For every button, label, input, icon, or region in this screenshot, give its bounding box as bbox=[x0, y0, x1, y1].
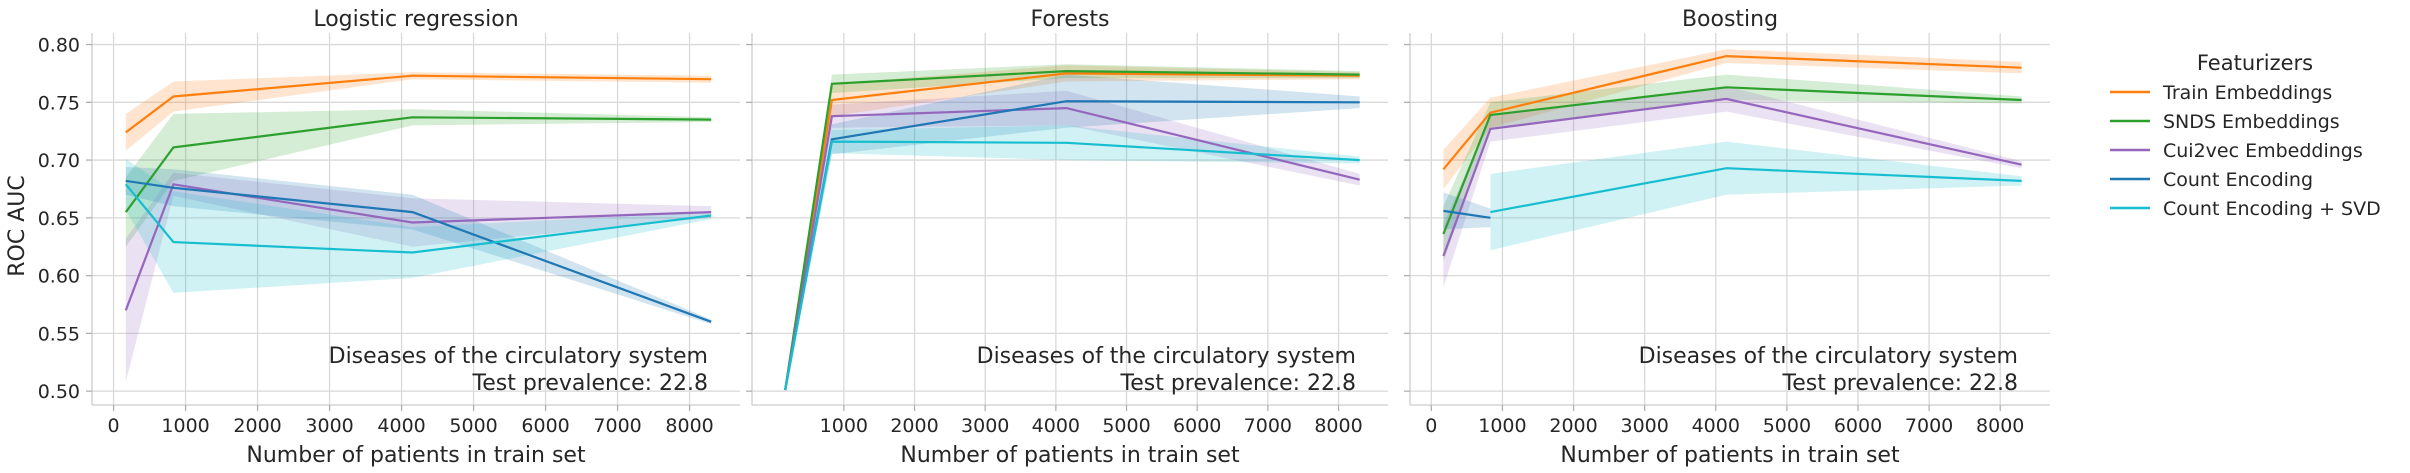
confidence-band bbox=[1490, 141, 2022, 251]
x-tick-label: 6000 bbox=[1834, 415, 1882, 437]
x-tick-label: 8000 bbox=[665, 415, 713, 437]
confidence-band bbox=[785, 74, 1360, 392]
series-line bbox=[784, 140, 1360, 391]
panel-0: 0 1000 2000 3000 4000 5000 6000 7000 8000 0.50 0.5… bbox=[38, 7, 740, 468]
x-tick-label: 1000 bbox=[161, 415, 209, 437]
confidence-band bbox=[125, 172, 712, 382]
legend: Featurizers Train Embeddings SNDS Embeddin… bbox=[2110, 51, 2381, 220]
series-line bbox=[124, 116, 712, 213]
y-tick-label: 0.70 bbox=[38, 150, 80, 172]
series-line bbox=[124, 183, 712, 311]
confidence-band bbox=[785, 125, 1360, 392]
annotation-prevalence: Test prevalence: 22.8 bbox=[1782, 371, 2019, 396]
x-tick-label: 4000 bbox=[377, 415, 425, 437]
x-tick-label: 6000 bbox=[1173, 415, 1221, 437]
x-axis-label: Number of patients in train set bbox=[900, 443, 1240, 468]
series-line bbox=[1490, 167, 2022, 214]
x-tick-label: 4000 bbox=[1692, 415, 1740, 437]
legend-entry-label: Cui2vec Embeddings bbox=[2163, 140, 2363, 162]
x-tick-label: 6000 bbox=[521, 415, 569, 437]
x-tick-label: 0 bbox=[1425, 415, 1437, 437]
x-tick-label: 7000 bbox=[1905, 415, 1953, 437]
panel-2: 0 1000 2000 3000 4000 5000 6000 7000 8000 Boostin… bbox=[1404, 7, 2050, 468]
annotation-disease: Diseases of the circulatory system bbox=[1639, 344, 2018, 369]
x-tick-label: 5000 bbox=[449, 415, 497, 437]
x-tick-label: 2000 bbox=[1549, 415, 1597, 437]
panels: 0 1000 2000 3000 4000 5000 6000 7000 8000 0.50 0.5… bbox=[38, 7, 2050, 468]
series-line bbox=[784, 106, 1360, 391]
confidence-band bbox=[125, 158, 712, 293]
confidence-band bbox=[1443, 86, 2022, 288]
panel-title: Logistic regression bbox=[313, 7, 518, 32]
legend-entry-label: Count Encoding bbox=[2163, 169, 2313, 191]
series-line bbox=[1442, 86, 2022, 235]
confidence-band bbox=[125, 72, 712, 151]
confidence-band bbox=[1443, 49, 2022, 190]
x-tick-label: 2000 bbox=[890, 415, 938, 437]
y-tick-label: 0.75 bbox=[38, 92, 80, 114]
x-tick-label: 4000 bbox=[1032, 415, 1080, 437]
y-tick-label: 0.80 bbox=[38, 35, 80, 57]
series-line bbox=[1443, 209, 1491, 219]
annotation-disease: Diseases of the circulatory system bbox=[977, 344, 1356, 369]
y-axis-label: ROC AUC bbox=[5, 175, 30, 276]
x-tick-label: 0 bbox=[108, 415, 120, 437]
x-tick-label: 5000 bbox=[1763, 415, 1811, 437]
series-line bbox=[1442, 97, 2022, 257]
x-tick-label: 5000 bbox=[1102, 415, 1150, 437]
x-tick-label: 3000 bbox=[1620, 415, 1668, 437]
series-line bbox=[125, 179, 712, 323]
y-tick-label: 0.60 bbox=[38, 266, 80, 288]
x-tick-label: 8000 bbox=[1314, 415, 1362, 437]
annotation-disease: Diseases of the circulatory system bbox=[329, 344, 708, 369]
x-tick-label: 8000 bbox=[1976, 415, 2024, 437]
y-tick-label: 0.50 bbox=[38, 381, 80, 403]
x-axis-label: Number of patients in train set bbox=[246, 443, 586, 468]
x-tick-label: 7000 bbox=[593, 415, 641, 437]
series-line bbox=[784, 69, 1360, 391]
confidence-band bbox=[785, 90, 1360, 392]
series-line bbox=[124, 183, 712, 254]
panel-1: 1000 2000 3000 4000 5000 6000 7000 8000 Forests N… bbox=[746, 7, 1388, 468]
series-line bbox=[1442, 54, 2022, 171]
x-tick-label: 3000 bbox=[961, 415, 1009, 437]
panel-title: Forests bbox=[1031, 7, 1110, 32]
panel-title: Boosting bbox=[1682, 7, 1778, 32]
confidence-band bbox=[125, 109, 712, 247]
annotation-prevalence: Test prevalence: 22.8 bbox=[1120, 371, 1357, 396]
x-tick-label: 7000 bbox=[1244, 415, 1292, 437]
legend-entry-label: Train Embeddings bbox=[2162, 82, 2332, 104]
x-tick-label: 3000 bbox=[305, 415, 353, 437]
series-line bbox=[125, 74, 712, 134]
x-tick-label: 2000 bbox=[233, 415, 281, 437]
y-tick-label: 0.55 bbox=[38, 323, 80, 345]
legend-entry-label: SNDS Embeddings bbox=[2163, 111, 2340, 133]
y-tick-label: 0.65 bbox=[38, 208, 80, 230]
series-line bbox=[784, 72, 1360, 391]
x-axis-label: Number of patients in train set bbox=[1560, 443, 1900, 468]
annotation-prevalence: Test prevalence: 22.8 bbox=[472, 371, 709, 396]
x-tick-label: 1000 bbox=[820, 415, 868, 437]
confidence-band bbox=[125, 167, 712, 325]
legend-entry-label: Count Encoding + SVD bbox=[2163, 198, 2381, 220]
legend-title: Featurizers bbox=[2197, 51, 2313, 75]
confidence-band bbox=[1443, 74, 2022, 262]
x-tick-label: 1000 bbox=[1478, 415, 1526, 437]
